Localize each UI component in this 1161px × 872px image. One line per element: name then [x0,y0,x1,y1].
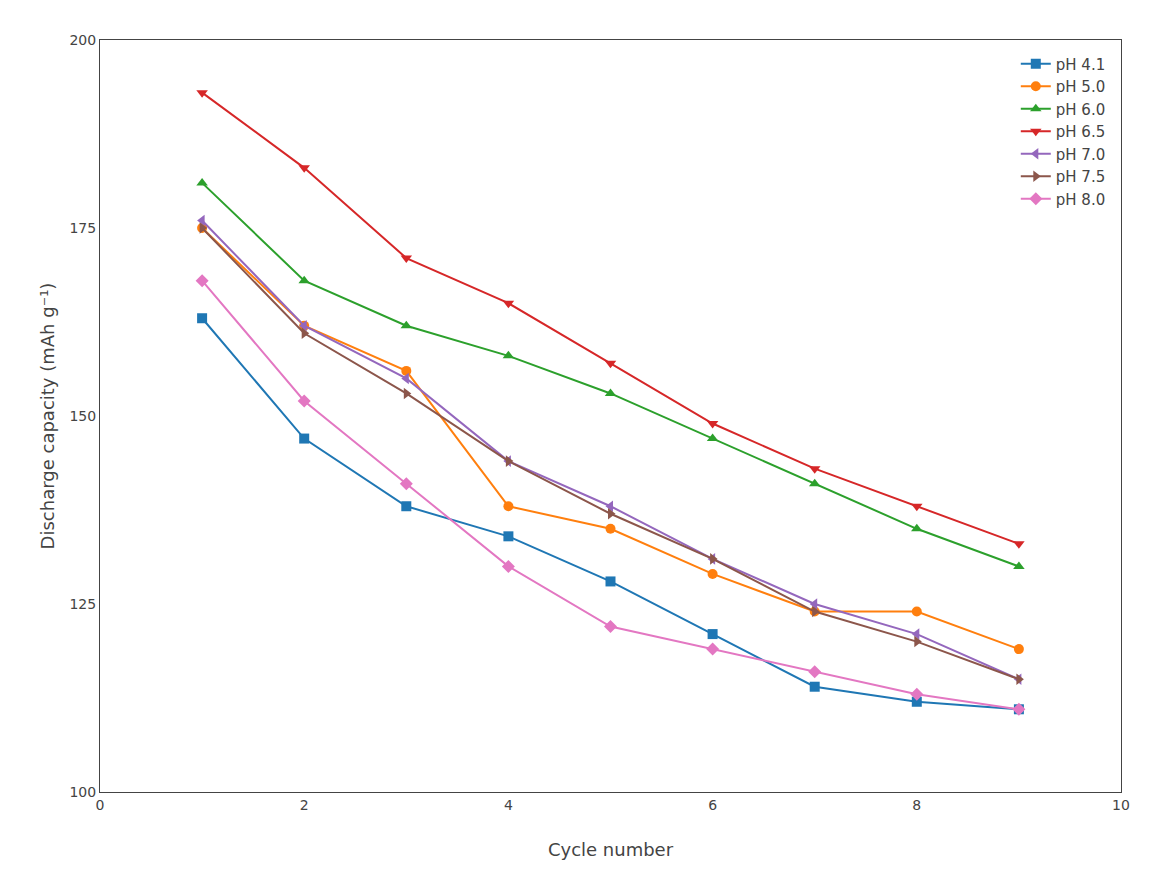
svg-text:6: 6 [708,797,717,813]
svg-text:100: 100 [69,784,96,800]
svg-text:pH 7.0: pH 7.0 [1056,146,1105,164]
svg-text:pH 7.5: pH 7.5 [1056,168,1105,186]
svg-text:0: 0 [96,797,105,813]
svg-text:pH 8.0: pH 8.0 [1056,191,1105,209]
svg-text:150: 150 [69,408,96,424]
svg-text:8: 8 [912,797,921,813]
svg-text:2: 2 [300,797,309,813]
svg-text:pH 4.1: pH 4.1 [1056,56,1105,74]
svg-text:Discharge capacity (mAh g⁻¹): Discharge capacity (mAh g⁻¹) [37,283,58,550]
svg-text:4: 4 [504,797,513,813]
svg-text:10: 10 [1112,797,1130,813]
svg-text:200: 200 [69,32,96,48]
svg-text:pH 6.0: pH 6.0 [1056,101,1105,119]
svg-text:125: 125 [69,596,96,612]
svg-text:175: 175 [69,220,96,236]
svg-text:pH 5.0: pH 5.0 [1056,78,1105,96]
svg-text:Cycle number: Cycle number [548,839,674,860]
svg-text:pH 6.5: pH 6.5 [1056,123,1105,141]
